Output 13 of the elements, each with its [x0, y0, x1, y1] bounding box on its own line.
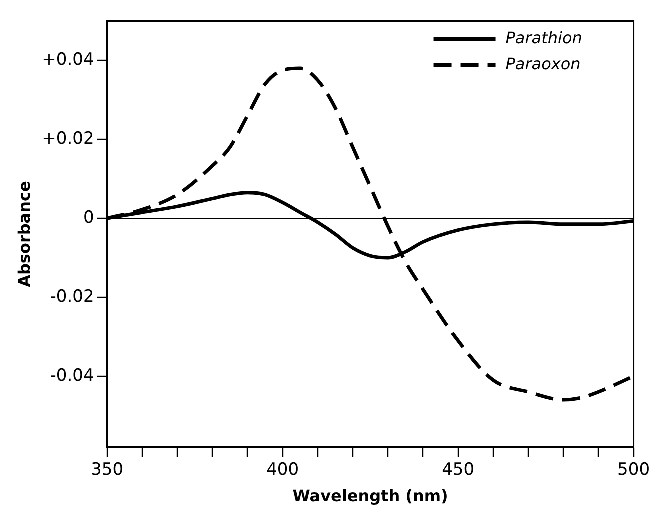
x-axis-title: Wavelength (nm) — [292, 486, 448, 506]
y-tick-label: +0.04 — [42, 50, 94, 70]
legend-label: Parathion — [506, 28, 582, 48]
y-axis-title: Absorbance — [14, 181, 34, 288]
y-tick-label: 0 — [83, 208, 94, 228]
y-tick-label: -0.02 — [50, 286, 94, 307]
y-tick-label: +0.02 — [42, 129, 94, 150]
legend-label: Paraoxon — [506, 54, 581, 74]
x-tick-label: 500 — [618, 460, 650, 480]
x-tick-label: 450 — [442, 460, 475, 480]
x-tick-label: 350 — [91, 460, 124, 480]
y-tick-label: -0.04 — [50, 366, 94, 386]
x-tick-label: 400 — [266, 460, 300, 480]
